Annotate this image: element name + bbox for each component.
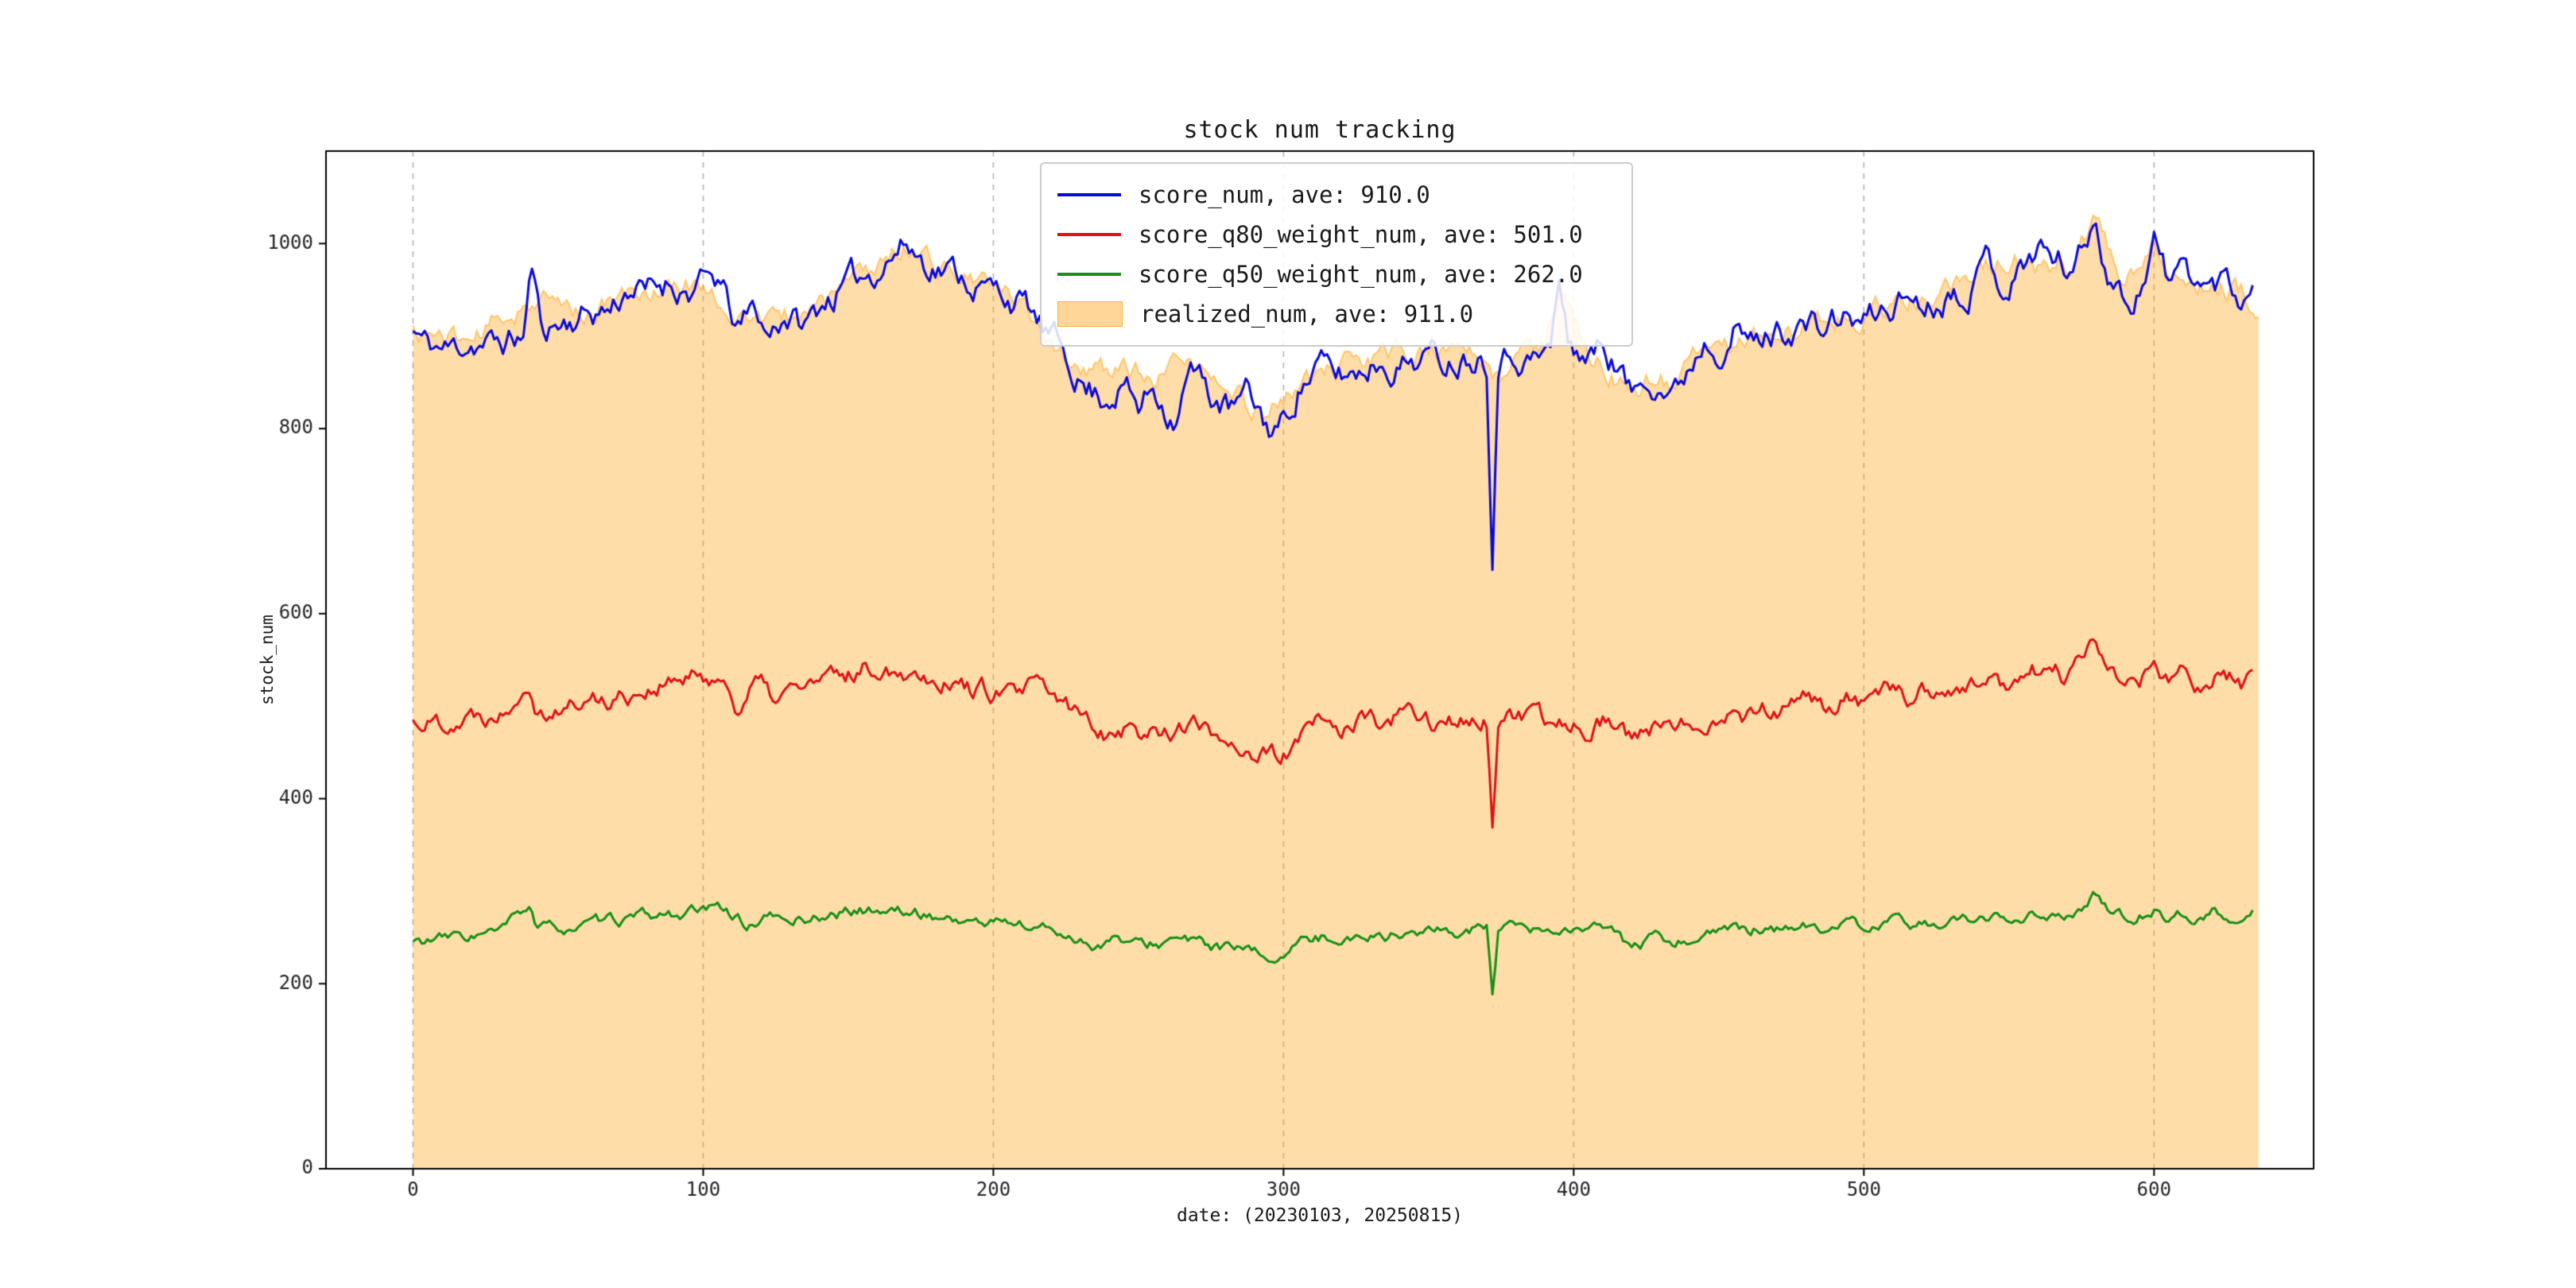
y-axis-label: stock_num [258,615,277,705]
legend-line-swatch-red [1057,233,1121,236]
legend-item-score-q50-weight-num: score_q50_weight_num, ave: 262.0 [1057,254,1616,294]
legend-line-swatch-green [1057,273,1121,276]
legend-label: score_q50_weight_num, ave: 262.0 [1139,261,1583,288]
legend-label: score_num, ave: 910.0 [1139,181,1430,208]
legend-item-realized-num: realized_num, ave: 911.0 [1057,294,1616,334]
legend-label: score_q80_weight_num, ave: 501.0 [1139,221,1583,248]
legend-patch-swatch-orange [1057,301,1123,327]
legend: score_num, ave: 910.0 score_q80_weight_n… [1040,162,1633,347]
legend-item-score-num: score_num, ave: 910.0 [1057,175,1616,215]
chart-title: stock num tracking [1183,116,1457,144]
x-axis-label: date: (20230103, 20250815) [1176,1205,1464,1226]
legend-label: realized_num, ave: 911.0 [1140,301,1474,328]
legend-line-swatch-blue [1057,193,1121,196]
legend-item-score-q80-weight-num: score_q80_weight_num, ave: 501.0 [1057,215,1616,254]
